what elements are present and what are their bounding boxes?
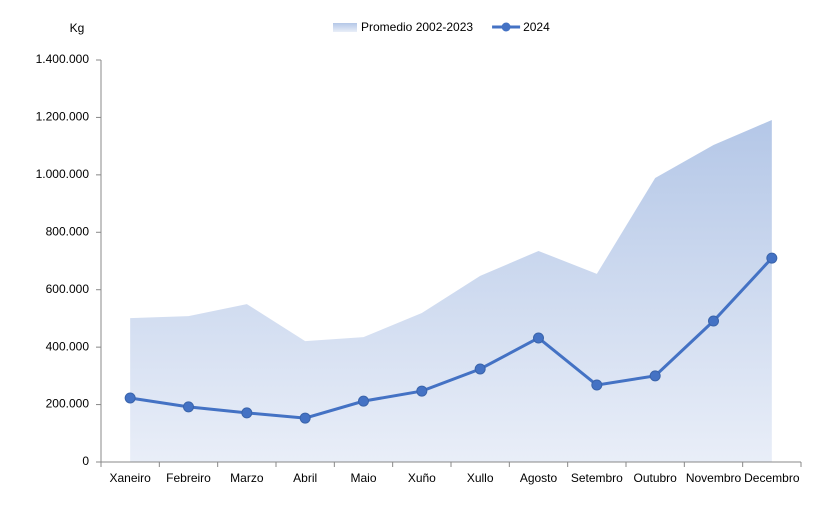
x-tick-label: Xaneiro	[109, 471, 151, 485]
x-tick-label: Agosto	[520, 471, 558, 485]
legend: Promedio 2002-2023 2024	[333, 20, 550, 34]
x-tick-label: Abril	[293, 471, 317, 485]
legend-label: 2024	[523, 20, 550, 34]
y-tick-label: 400.000	[46, 339, 90, 353]
x-tick-label: Marzo	[230, 471, 264, 485]
x-tick-label: Novembro	[686, 471, 742, 485]
y-tick-label: 1.400.000	[36, 52, 90, 66]
marker	[241, 407, 253, 419]
y-axis-label: Kg	[70, 21, 85, 35]
y-tick-label: 800.000	[46, 224, 90, 238]
y-tick-label: 1.200.000	[36, 110, 90, 124]
marker	[533, 332, 544, 344]
marker	[766, 252, 778, 264]
marker	[474, 363, 486, 375]
marker	[358, 395, 369, 407]
x-tick-label: Xullo	[467, 471, 494, 485]
y-tick-label: 200.000	[46, 397, 90, 411]
y-tick-label: 600.000	[46, 282, 90, 296]
area	[130, 120, 772, 463]
legend-marker	[501, 22, 511, 32]
marker	[299, 412, 311, 424]
legend-label: Promedio 2002-2023	[361, 20, 473, 34]
y-tick-label: 0	[82, 454, 89, 468]
marker	[416, 385, 428, 397]
x-tick-label: Maio	[350, 471, 376, 485]
x-tick-label: Setembro	[571, 471, 623, 485]
line	[129, 257, 773, 420]
x-tick-label: Decembro	[744, 471, 800, 485]
marker	[591, 379, 603, 391]
marker	[649, 370, 661, 382]
x-tick-label: Xuño	[408, 471, 436, 485]
y-tick-label: 1.000.000	[36, 167, 90, 181]
marker	[124, 392, 136, 404]
x-tick-label: Outubro	[633, 471, 677, 485]
legend-swatch	[333, 23, 357, 32]
x-tick-label: Febreiro	[166, 471, 211, 485]
marker	[183, 401, 194, 413]
marker	[708, 315, 719, 327]
